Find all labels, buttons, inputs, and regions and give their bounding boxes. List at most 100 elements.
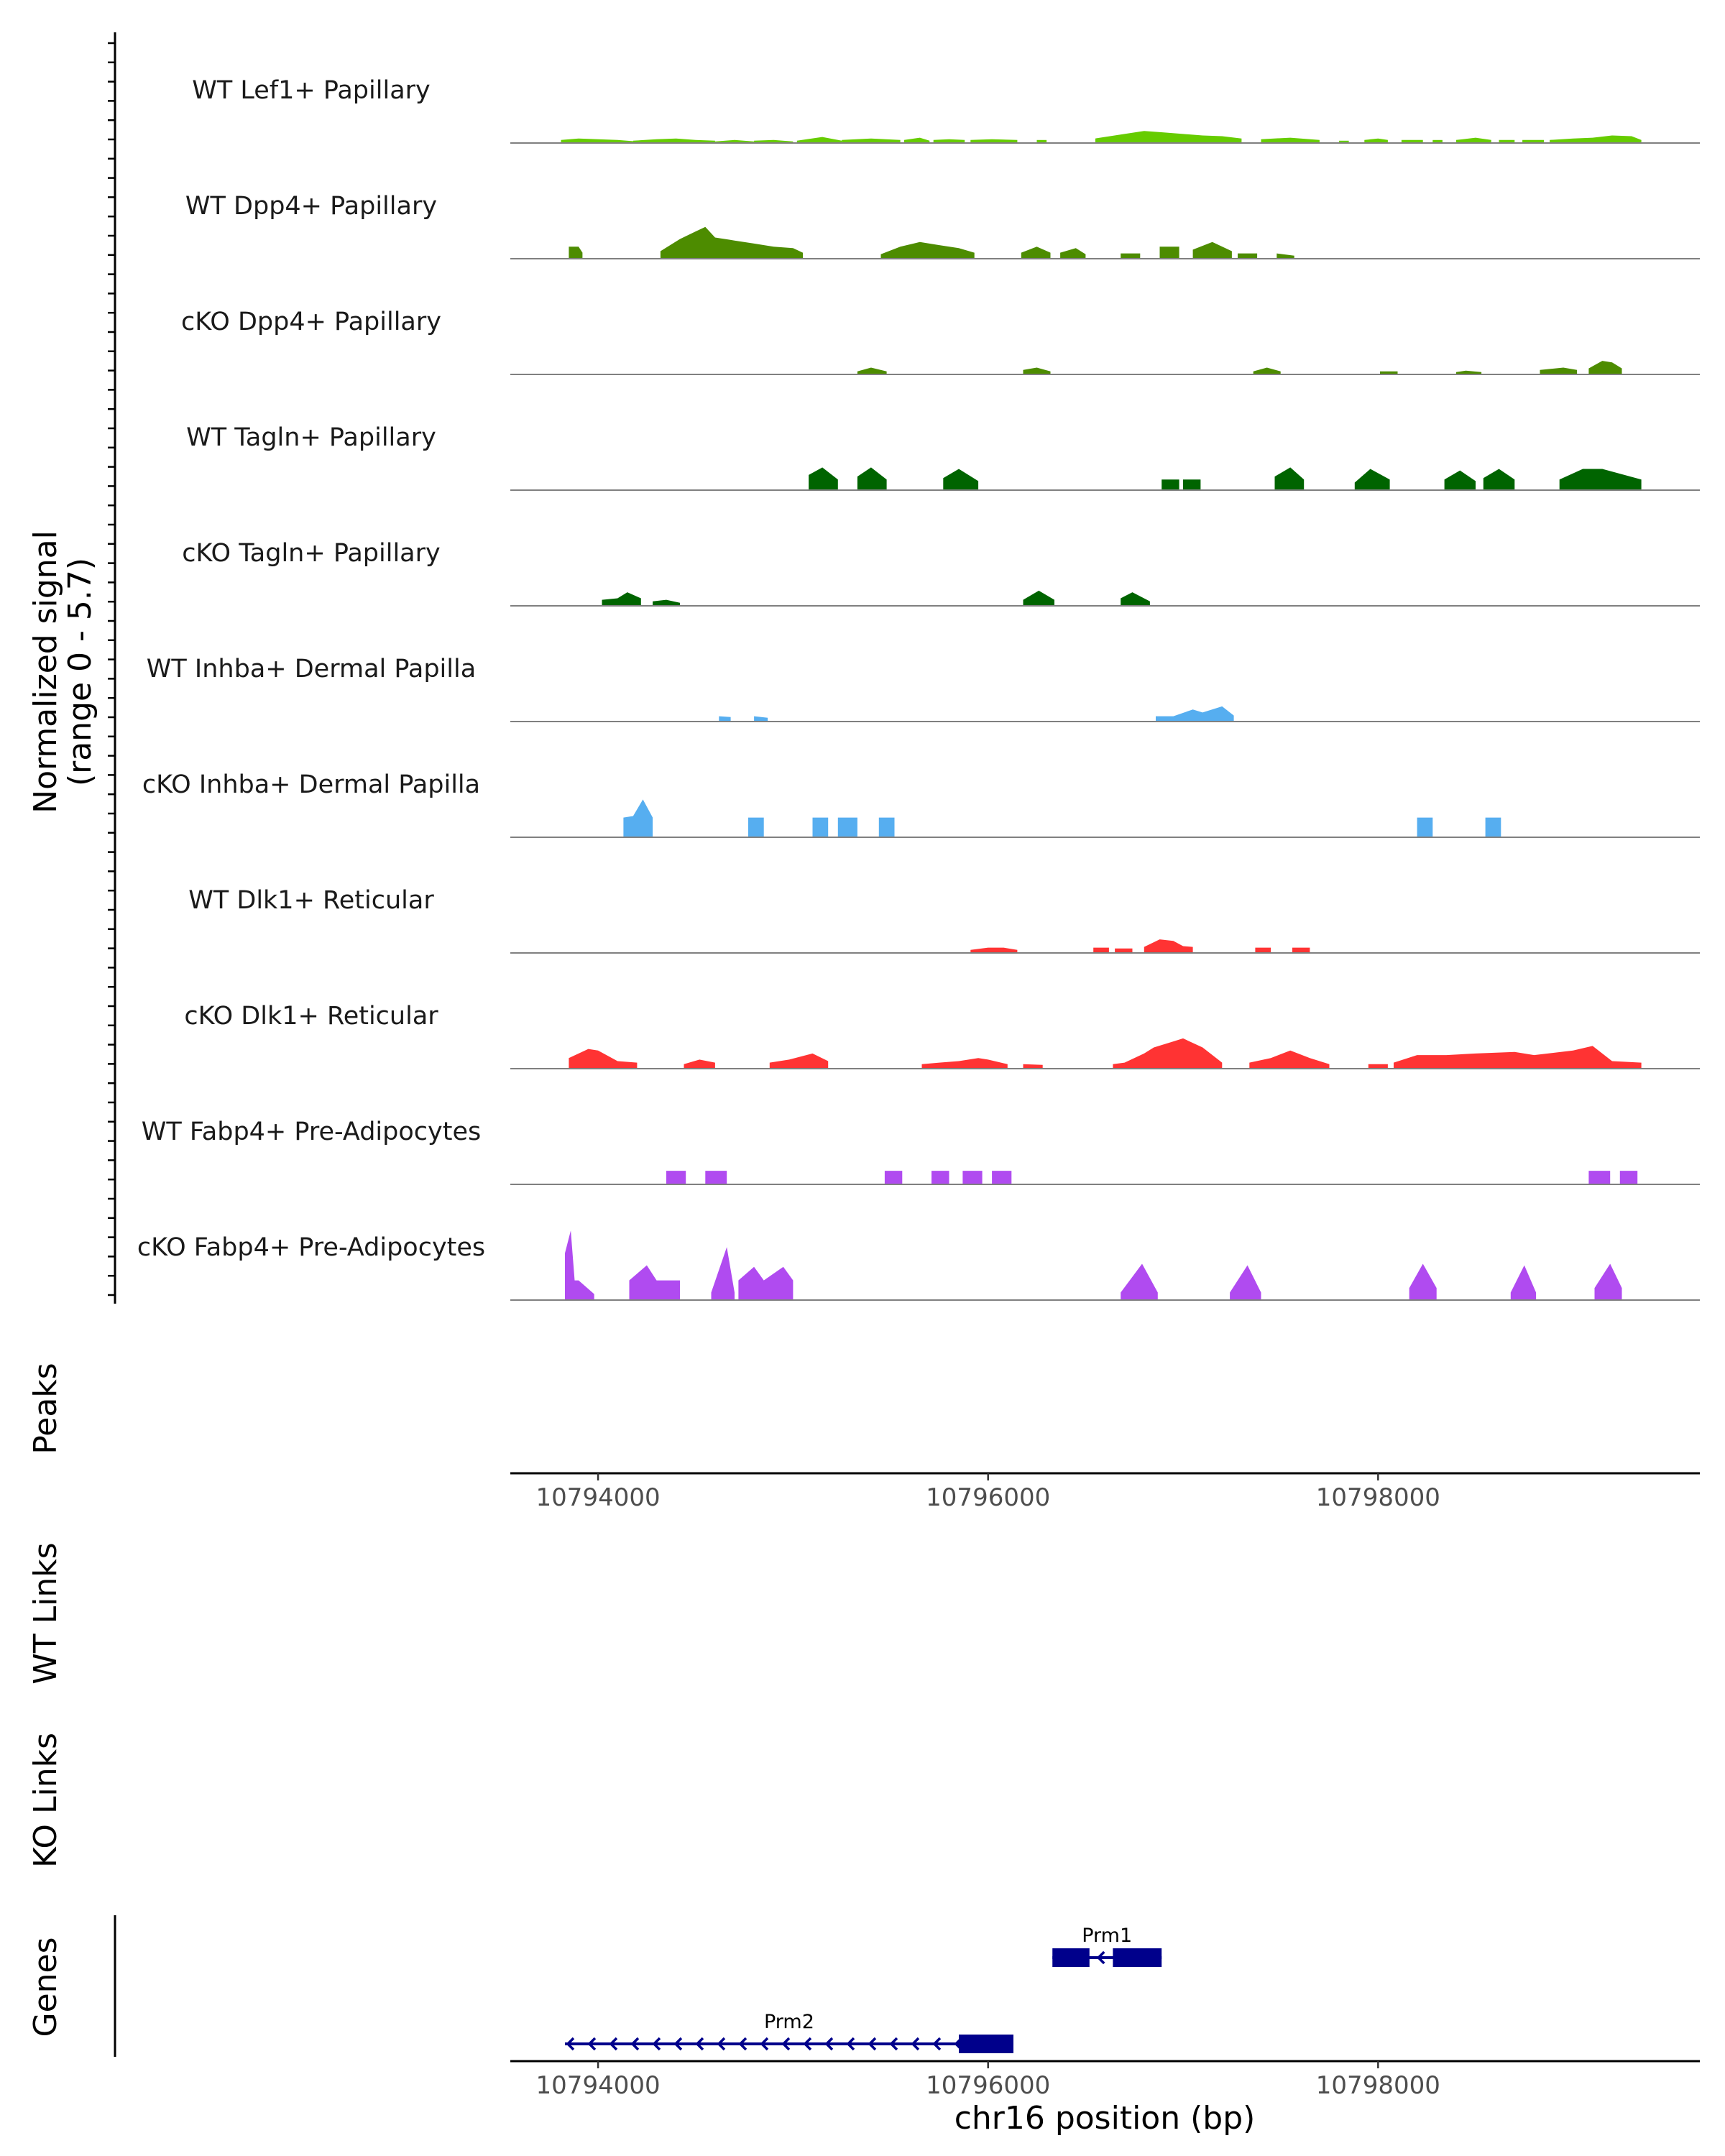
coverage-peak-area (561, 138, 638, 143)
coverage-peak-area (1455, 370, 1482, 374)
coverage-peak-area (1432, 139, 1443, 143)
genes-panel-title: Genes (27, 1937, 64, 2037)
coverage-peak-area (1060, 248, 1086, 259)
coverage-peak-area (569, 1049, 638, 1069)
coverage-peak-area (1364, 138, 1388, 143)
strand-arrow (717, 2037, 726, 2051)
coverage-peak-area (684, 1059, 715, 1069)
coverage-peak-area (1292, 947, 1310, 953)
track-label: cKO Tagln+ Papillary (182, 539, 441, 568)
track-cko-inhba-dermal-papilla: cKO Inhba+ Dermal Papilla (142, 770, 1700, 838)
coverage-peak-area (1023, 1064, 1043, 1069)
coverage-ylabel-line2: (range 0 - 5.7) (62, 558, 98, 786)
coverage-peak-area (1394, 1046, 1642, 1069)
coverage-peak-area (992, 1171, 1012, 1184)
coverage-peak-area (1483, 469, 1515, 490)
strand-arrow (868, 2037, 877, 2051)
gene-name-label: Prm1 (1082, 1925, 1132, 1947)
coverage-peak-area (714, 139, 755, 143)
track-wt-lef1-papillary: WT Lef1+ Papillary (192, 76, 1700, 144)
track-cko-fabp4-pre-adipocytes: cKO Fabp4+ Pre-Adipocytes (137, 1230, 1700, 1301)
strand-arrow (846, 2037, 855, 2051)
coverage-peak-area (1021, 247, 1051, 259)
track-label: WT Tagln+ Papillary (186, 423, 436, 452)
strand-arrow (932, 2037, 942, 2051)
coverage-peak-area (796, 137, 842, 143)
coverage-peak-area (1619, 1171, 1638, 1184)
coverage-peak-area (921, 1058, 1008, 1069)
coverage-peak-area (1485, 817, 1501, 837)
coverage-peak-area (1594, 1263, 1622, 1300)
coverage-peak-area (1023, 367, 1051, 374)
coverage-peak-area (1249, 1050, 1330, 1069)
coverage-peak-area (1409, 1263, 1437, 1300)
x-tick-label: 10796000 (926, 2071, 1050, 2100)
coverage-peak-area (569, 247, 583, 259)
coverage-peak-area (933, 139, 965, 143)
coverage-peak-area (1588, 361, 1622, 374)
track-label: cKO Dlk1+ Reticular (184, 1002, 438, 1031)
coverage-peak-area (857, 467, 887, 490)
coverage-peak-area (1159, 247, 1179, 259)
coverage-peak-area (1183, 479, 1201, 490)
strand-arrow (911, 2037, 920, 2051)
coverage-peak-area (878, 817, 895, 837)
strand-arrow (609, 2037, 618, 2051)
track-label: WT Dlk1+ Reticular (188, 886, 434, 915)
coverage-y-axis (108, 32, 116, 1304)
coverage-peak-area (970, 947, 1018, 953)
strand-arrow (673, 2037, 683, 2051)
coverage-peak-area (1499, 139, 1515, 143)
coverage-peak-area (719, 716, 731, 722)
coverage-peak-area (754, 139, 794, 143)
coverage-peak-area (1510, 1265, 1537, 1300)
coverage-peak-area (812, 817, 829, 837)
coverage-peak-area (932, 1171, 949, 1184)
coverage-peak-area (1253, 367, 1281, 374)
coverage-peak-area (632, 138, 715, 143)
genes-x-axis-ticks: 10794000 10796000 10798000 (536, 2061, 1440, 2100)
coverage-peak-area (1230, 1265, 1261, 1300)
coverage-peak-area (1115, 948, 1133, 953)
gene-exon (959, 2035, 1013, 2053)
coverage-peak-area (754, 716, 768, 722)
coverage-ylabel-line1: Normalized signal (27, 530, 64, 814)
coverage-peak-area (1156, 706, 1234, 722)
strand-arrow (652, 2037, 661, 2051)
ko-links-panel-title: KO Links (27, 1733, 64, 1868)
track-label: WT Fabp4+ Pre-Adipocytes (142, 1118, 481, 1146)
coverage-peak-area (1144, 939, 1193, 953)
coverage-peak-area (1192, 241, 1232, 259)
coverage-peak-area (1255, 947, 1271, 953)
track-label: cKO Fabp4+ Pre-Adipocytes (137, 1233, 485, 1262)
track-cko-dlk1-reticular: cKO Dlk1+ Reticular (184, 1002, 1700, 1069)
track-wt-fabp4-pre-adipocytes: WT Fabp4+ Pre-Adipocytes (142, 1118, 1700, 1185)
coverage-tracks: WT Lef1+ Papillary WT Dpp4+ Papillary cKO … (137, 76, 1700, 1301)
coverage-peak-area (857, 367, 887, 374)
coverage-peak-area (1380, 371, 1398, 374)
coverage-peak-area (738, 1266, 794, 1300)
x-tick-label: 10798000 (1316, 2071, 1440, 2100)
coverage-peak-area (962, 1171, 983, 1184)
track-label: WT Inhba+ Dermal Papilla (147, 655, 476, 683)
x-tick-label: 10796000 (926, 1483, 1050, 1512)
coverage-peak-area (809, 467, 838, 490)
strand-arrow (824, 2037, 834, 2051)
track-label: WT Lef1+ Papillary (192, 76, 431, 105)
coverage-peak-area (970, 139, 1018, 143)
gene-exon (1113, 1948, 1162, 1967)
x-tick-label: 10798000 (1316, 1483, 1440, 1512)
gene-exon (1052, 1948, 1090, 1967)
coverage-peak-area (1354, 469, 1390, 490)
track-wt-dlk1-reticular: WT Dlk1+ Reticular (188, 886, 1700, 954)
coverage-peak-area (565, 1230, 594, 1300)
track-wt-dpp4-papillary: WT Dpp4+ Papillary (185, 192, 1700, 259)
coverage-peak-area (1121, 592, 1150, 606)
track-cko-tagln-papillary: cKO Tagln+ Papillary (182, 539, 1700, 607)
coverage-peak-area (748, 817, 764, 837)
coverage-peak-area (1274, 467, 1305, 490)
track-wt-tagln-papillary: WT Tagln+ Papillary (186, 423, 1700, 491)
coverage-peak-area (842, 138, 901, 143)
coverage-peak-area (1261, 137, 1320, 143)
